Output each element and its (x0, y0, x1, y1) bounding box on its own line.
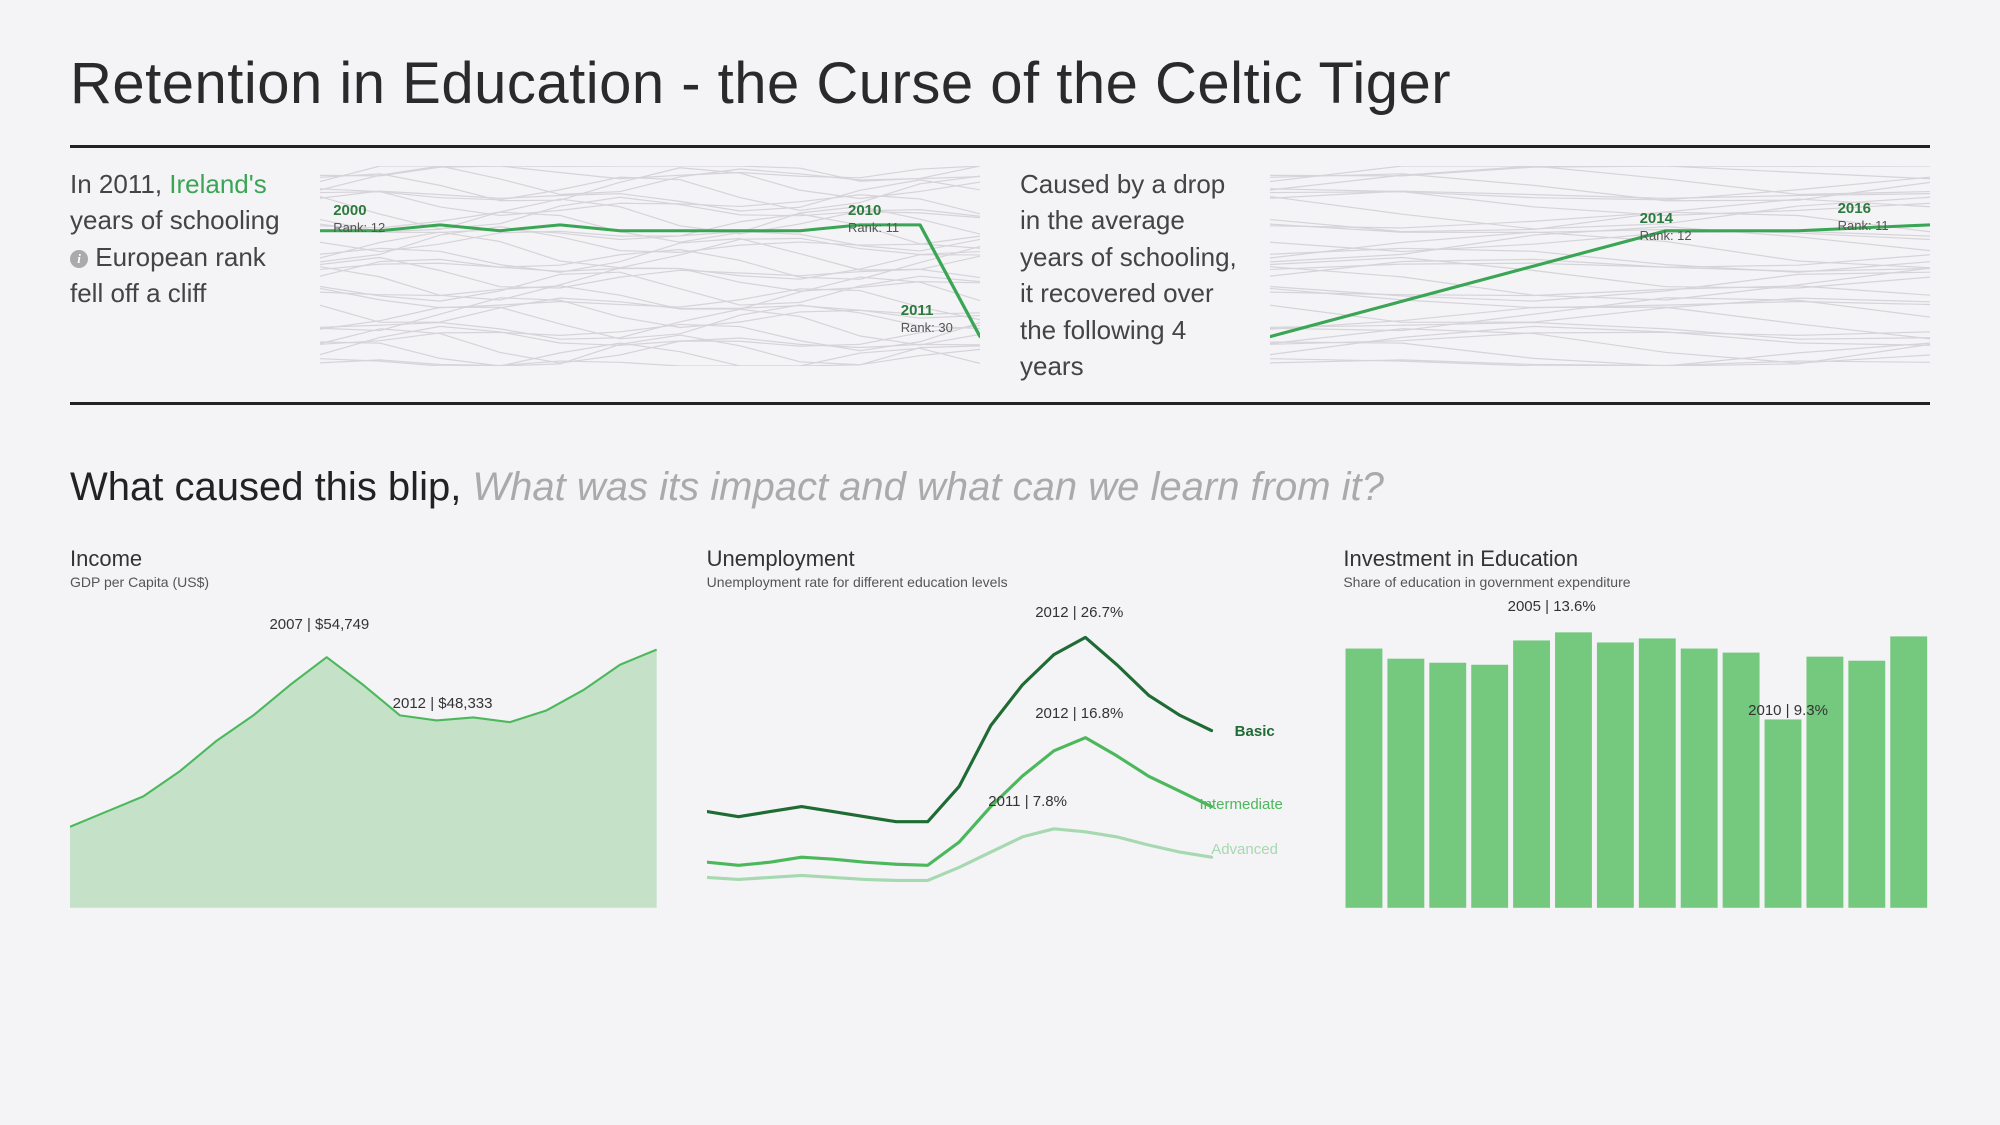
top-row: In 2011, Ireland's years of schooling i … (70, 148, 1930, 402)
label-rank: Rank: 11 (1838, 218, 1889, 233)
top-text-tail: European rank fell off a cliff (70, 242, 266, 308)
annotation: 2012 | 16.8% (1035, 705, 1123, 722)
top-text-right: Caused by a drop in the average years of… (1020, 166, 1250, 384)
page-title: Retention in Education - the Curse of th… (70, 50, 1930, 117)
label-rank: Rank: 12 (333, 220, 385, 235)
annotation: 2007 | $54,749 (269, 616, 369, 633)
annotation: 2010 | 9.3% (1748, 702, 1828, 719)
top-text-pre: In 2011, (70, 169, 169, 199)
label-year: 2010 (848, 202, 881, 219)
chart-subtitle: Share of education in government expendi… (1343, 574, 1930, 590)
subtitle-light: What was its impact and what can we lear… (472, 465, 1383, 509)
label-year: 2016 (1838, 200, 1871, 217)
chart-title: Investment in Education (1343, 546, 1930, 572)
label-rank: Rank: 30 (901, 320, 953, 335)
chart-title: Income (70, 546, 657, 572)
annotation: 2012 | 26.7% (1035, 604, 1123, 621)
label-rank: Rank: 12 (1640, 228, 1692, 243)
unemployment-chart: Unemployment Unemployment rate for diffe… (707, 546, 1294, 908)
label-year: 2011 (901, 302, 934, 319)
rank-chart-right: 2014Rank: 12 2016Rank: 11 (1270, 166, 1930, 366)
label-year: 2014 (1640, 210, 1673, 227)
income-chart: Income GDP per Capita (US$) 2007 | $54,7… (70, 546, 657, 908)
subtitle-dark: What caused this blip, (70, 465, 472, 509)
charts-row: Income GDP per Capita (US$) 2007 | $54,7… (70, 546, 1930, 908)
annotation: 2012 | $48,333 (393, 695, 493, 712)
info-icon[interactable]: i (70, 250, 88, 268)
annotation: 2011 | 7.8% (988, 793, 1067, 810)
series-label-basic: Basic (1235, 723, 1275, 740)
annotation: 2005 | 13.6% (1508, 598, 1596, 615)
top-block-right: Caused by a drop in the average years of… (1020, 166, 1930, 384)
subtitle-row: What caused this blip, What was its impa… (70, 465, 1930, 510)
chart-subtitle: GDP per Capita (US$) (70, 574, 657, 590)
series-label-intermediate: Intermediate (1199, 796, 1282, 813)
top-block-left: In 2011, Ireland's years of schooling i … (70, 166, 980, 366)
chart-title: Unemployment (707, 546, 1294, 572)
top-text-left: In 2011, Ireland's years of schooling i … (70, 166, 300, 312)
label-year: 2000 (333, 202, 366, 219)
rank-chart-left: 2000Rank: 12 2010Rank: 11 2011Rank: 30 (320, 166, 980, 366)
investment-chart: Investment in Education Share of educati… (1343, 546, 1930, 908)
series-label-advanced: Advanced (1211, 841, 1278, 858)
top-text-green: Ireland's (169, 169, 266, 199)
chart-subtitle: Unemployment rate for different educatio… (707, 574, 1294, 590)
divider-bottom (70, 402, 1930, 405)
top-text-post: years of schooling (70, 205, 280, 235)
label-rank: Rank: 11 (848, 220, 899, 235)
